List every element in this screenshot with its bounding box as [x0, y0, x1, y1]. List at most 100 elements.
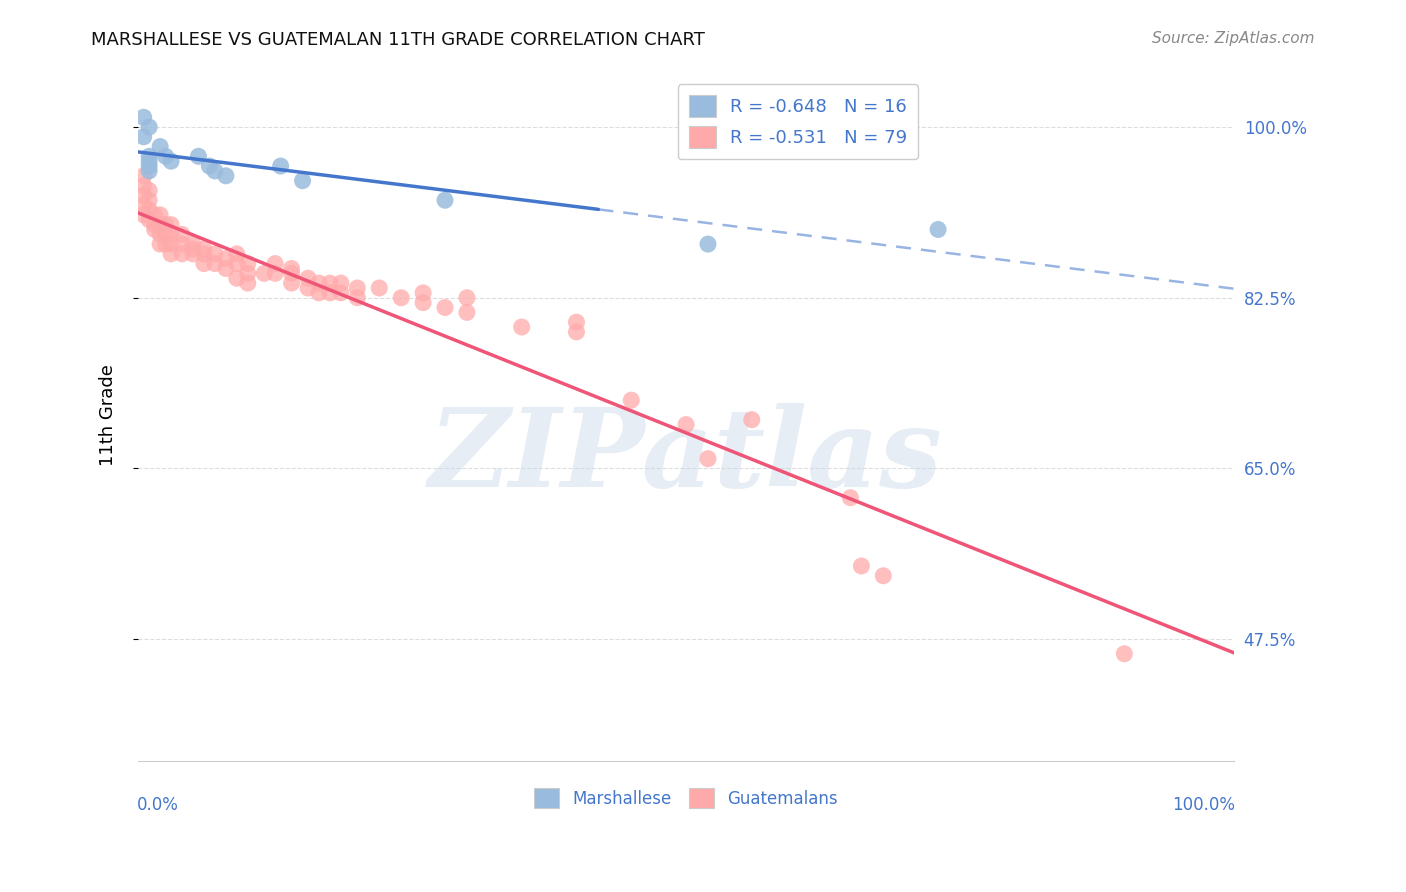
Text: 100.0%: 100.0%: [1173, 796, 1234, 814]
Point: [565, 325, 588, 339]
Point: [193, 242, 215, 256]
Point: [160, 227, 183, 242]
Point: [456, 305, 478, 319]
Point: [138, 164, 160, 178]
Point: [741, 412, 763, 426]
Point: [132, 169, 155, 183]
Point: [170, 237, 193, 252]
Point: [236, 266, 259, 280]
Point: [697, 237, 720, 252]
Point: [170, 227, 193, 242]
Point: [138, 212, 160, 227]
Point: [143, 208, 166, 222]
Point: [565, 315, 588, 329]
Point: [149, 139, 172, 153]
Point: [329, 276, 352, 290]
Point: [149, 218, 172, 232]
Point: [872, 568, 894, 582]
Point: [433, 301, 456, 315]
Point: [132, 188, 155, 202]
Point: [170, 247, 193, 261]
Point: [308, 276, 330, 290]
Point: [160, 247, 183, 261]
Point: [187, 149, 209, 163]
Point: [297, 271, 319, 285]
Point: [346, 281, 368, 295]
Point: [620, 393, 643, 408]
Point: [149, 227, 172, 242]
Point: [204, 257, 226, 271]
Point: [368, 281, 391, 295]
Point: [510, 320, 533, 334]
Point: [181, 247, 204, 261]
Point: [236, 257, 259, 271]
Legend: Marshallese, Guatemalans: Marshallese, Guatemalans: [527, 781, 845, 815]
Point: [132, 110, 155, 124]
Point: [132, 129, 155, 144]
Point: [412, 285, 434, 300]
Point: [675, 417, 697, 432]
Point: [225, 247, 247, 261]
Y-axis label: 11th Grade: 11th Grade: [100, 364, 117, 466]
Point: [1114, 647, 1136, 661]
Point: [346, 291, 368, 305]
Point: [149, 237, 172, 252]
Text: 0.0%: 0.0%: [138, 796, 179, 814]
Point: [155, 227, 177, 242]
Point: [927, 222, 949, 236]
Point: [225, 271, 247, 285]
Point: [181, 237, 204, 252]
Point: [215, 252, 238, 266]
Point: [456, 291, 478, 305]
Point: [138, 184, 160, 198]
Point: [204, 164, 226, 178]
Text: MARSHALLESE VS GUATEMALAN 11TH GRADE CORRELATION CHART: MARSHALLESE VS GUATEMALAN 11TH GRADE COR…: [91, 31, 706, 49]
Point: [143, 218, 166, 232]
Point: [198, 159, 221, 173]
Point: [389, 291, 412, 305]
Point: [215, 169, 238, 183]
Point: [204, 247, 226, 261]
Point: [253, 266, 276, 280]
Point: [329, 285, 352, 300]
Point: [297, 281, 319, 295]
Point: [280, 276, 302, 290]
Point: [132, 198, 155, 212]
Point: [280, 266, 302, 280]
Point: [319, 285, 342, 300]
Point: [236, 276, 259, 290]
Point: [138, 193, 160, 207]
Point: [138, 202, 160, 217]
Point: [851, 559, 873, 574]
Point: [160, 154, 183, 169]
Point: [138, 149, 160, 163]
Point: [225, 257, 247, 271]
Point: [155, 237, 177, 252]
Point: [132, 208, 155, 222]
Point: [155, 218, 177, 232]
Point: [433, 193, 456, 207]
Point: [839, 491, 862, 505]
Point: [181, 242, 204, 256]
Point: [138, 120, 160, 134]
Point: [193, 247, 215, 261]
Point: [193, 257, 215, 271]
Point: [291, 174, 314, 188]
Point: [412, 295, 434, 310]
Point: [149, 208, 172, 222]
Point: [308, 285, 330, 300]
Text: Source: ZipAtlas.com: Source: ZipAtlas.com: [1152, 31, 1315, 46]
Point: [280, 261, 302, 276]
Point: [138, 159, 160, 173]
Point: [215, 261, 238, 276]
Point: [160, 237, 183, 252]
Point: [138, 154, 160, 169]
Point: [697, 451, 720, 466]
Point: [270, 159, 292, 173]
Point: [155, 149, 177, 163]
Point: [132, 178, 155, 193]
Point: [264, 266, 287, 280]
Point: [264, 257, 287, 271]
Point: [160, 218, 183, 232]
Text: ZIPatlas: ZIPatlas: [429, 402, 943, 510]
